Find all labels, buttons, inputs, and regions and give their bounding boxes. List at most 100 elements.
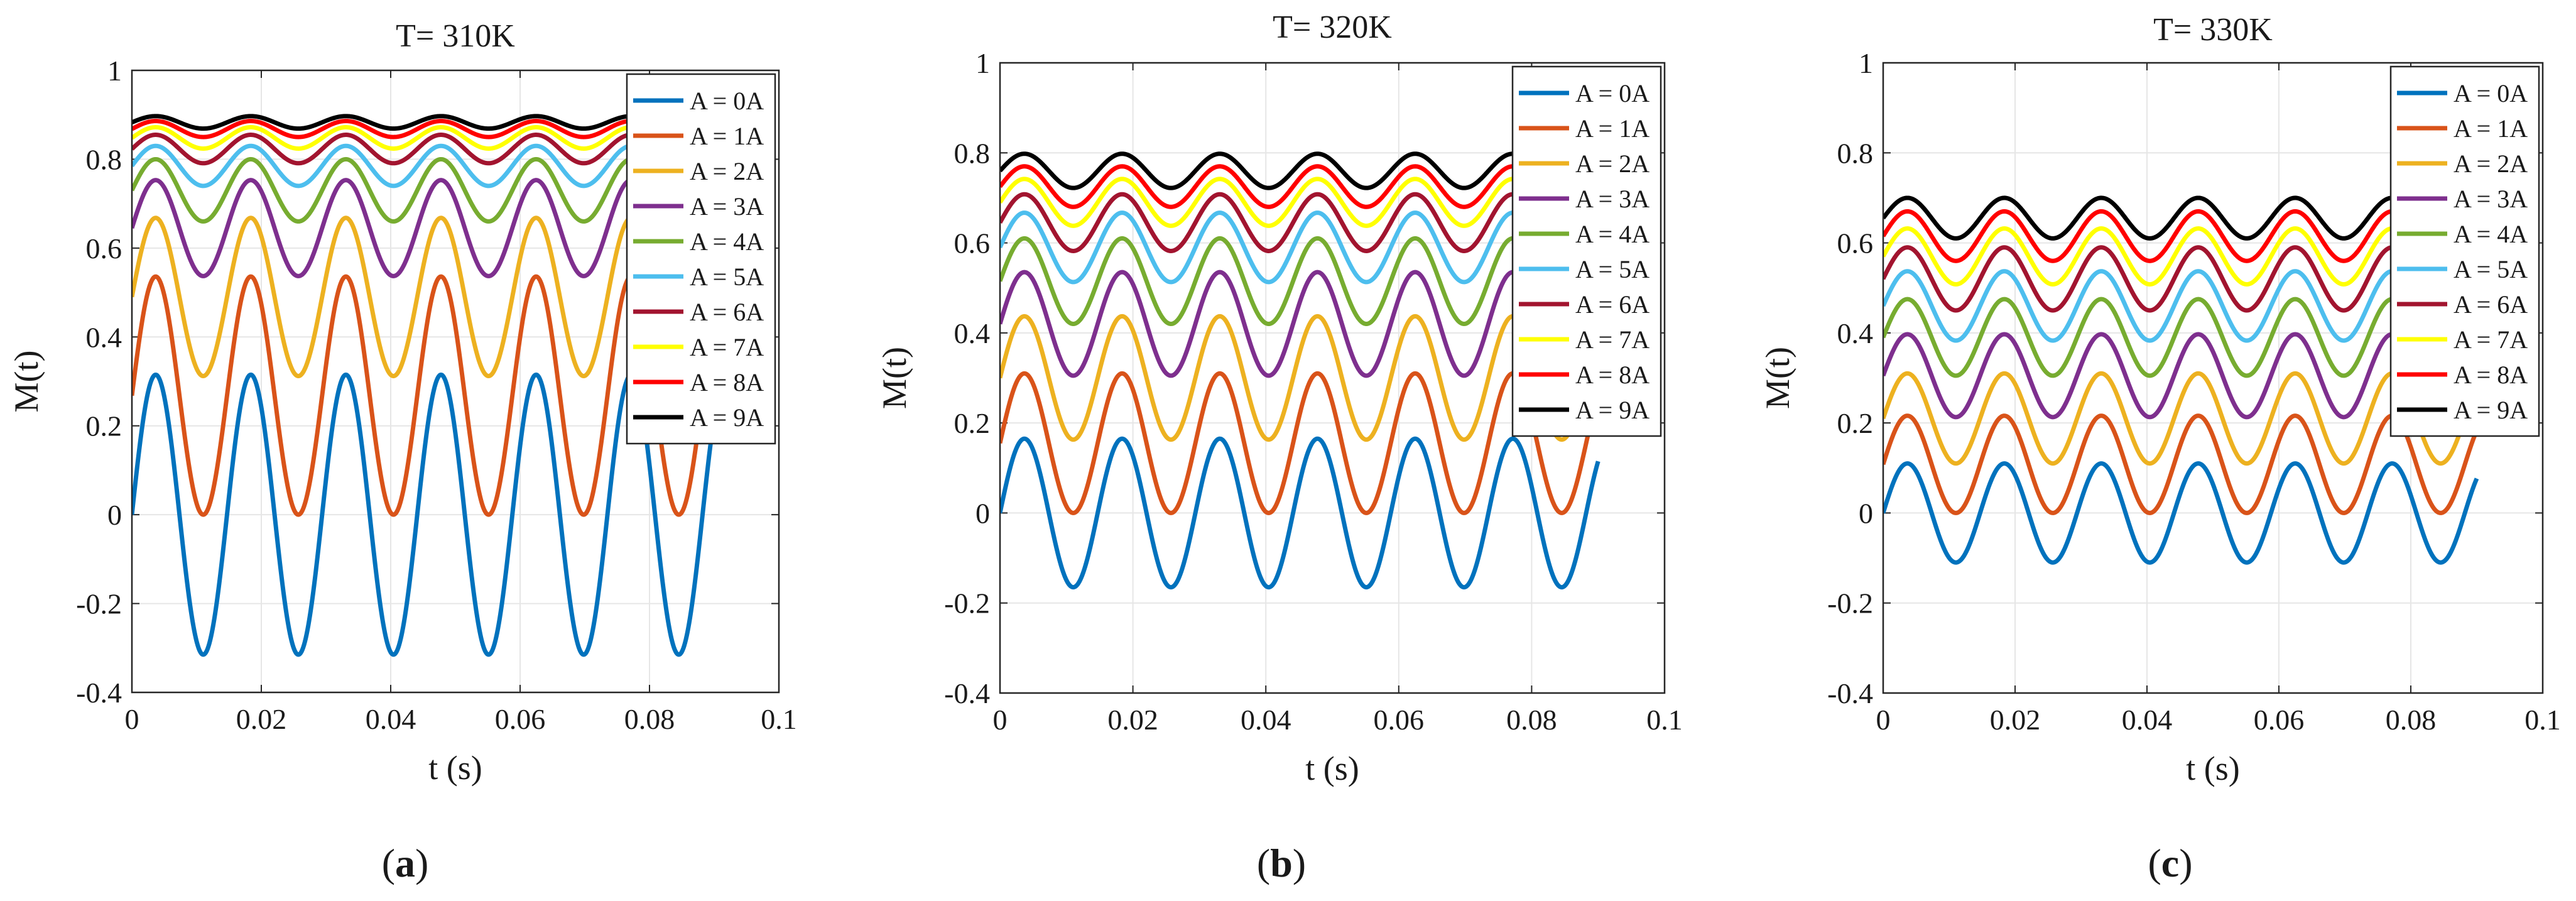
caption-open: ( xyxy=(1257,841,1270,885)
legend-label: A = 1A xyxy=(690,122,764,150)
series-line-4 xyxy=(1883,297,2479,378)
legend-label: A = 1A xyxy=(2454,114,2528,143)
chart-panel-1: 0 0.02 0.04 0.06 0.08 0.1 -0.4 -0.2 0 0.2 0.4 0.6 0.… xyxy=(8,18,797,787)
x-tick-label: 0.08 xyxy=(1506,704,1557,736)
y-tick-label: -0.2 xyxy=(76,588,122,620)
chart-title: T= 320K xyxy=(1273,9,1392,45)
legend-label: A = 2A xyxy=(690,157,764,185)
series-line-7 xyxy=(132,125,716,151)
series-line-6 xyxy=(132,133,716,166)
panel-caption: (a) xyxy=(382,841,429,885)
caption-letter: c xyxy=(2161,841,2179,885)
y-tick-label: -0.4 xyxy=(944,677,990,709)
x-tick-label: 0.02 xyxy=(236,703,287,735)
y-tick-label: 0.6 xyxy=(86,232,122,265)
series-line-5 xyxy=(1883,269,2479,343)
x-tick-label: 0.06 xyxy=(495,703,546,735)
series-line-9 xyxy=(132,114,716,131)
legend-label: A = 3A xyxy=(690,192,764,221)
caption-open: ( xyxy=(2148,841,2161,885)
series-line-3 xyxy=(132,178,717,278)
series-line-5 xyxy=(132,143,716,188)
y-tick-label: -0.4 xyxy=(1827,677,1873,709)
y-tick-label: 1 xyxy=(976,47,990,79)
y-tick-label: -0.2 xyxy=(944,587,990,620)
series-line-7 xyxy=(1000,177,1600,228)
series-line-8 xyxy=(1883,209,2479,263)
series-group xyxy=(1883,195,2479,565)
axes-box xyxy=(999,62,1666,694)
legend-label: A = 6A xyxy=(2454,290,2528,319)
x-tick-label: 0 xyxy=(125,703,139,735)
x-tick-label: 0.1 xyxy=(2524,704,2561,736)
x-tick-label: 0.04 xyxy=(2122,704,2173,736)
x-tick-label: 0.02 xyxy=(1990,704,2041,736)
y-tick-label: 0.6 xyxy=(1837,227,1874,259)
legend-label: A = 4A xyxy=(2454,220,2528,248)
series-line-0 xyxy=(1883,461,2479,565)
x-tick-label: 0.02 xyxy=(1107,704,1158,736)
series-line-6 xyxy=(1000,192,1600,253)
series-line-4 xyxy=(1000,236,1600,327)
y-tick-label: 0.2 xyxy=(1837,407,1874,439)
x-tick-label: 0 xyxy=(993,704,1008,736)
legend-label: A = 2A xyxy=(1575,150,1649,178)
series-line-9 xyxy=(1883,195,2479,241)
x-tick-label: 0.08 xyxy=(624,703,675,735)
y-tick-label: 0 xyxy=(107,499,122,531)
legend-label: A = 0A xyxy=(2454,79,2528,107)
y-tick-label: 0.8 xyxy=(86,143,122,175)
caption-close: ) xyxy=(1293,841,1306,885)
legend-label: A = 9A xyxy=(2454,396,2528,424)
legend-label: A = 5A xyxy=(690,263,764,291)
legend-label: A = 2A xyxy=(2454,150,2528,178)
x-tick-label: 0.04 xyxy=(1241,704,1291,736)
legend-label: A = 5A xyxy=(1575,255,1649,283)
series-line-0 xyxy=(1000,436,1600,590)
y-tick-label: 1 xyxy=(1859,47,1873,79)
y-tick-label: 0 xyxy=(976,497,990,529)
x-tick-label: 0.08 xyxy=(2386,704,2437,736)
series-line-7 xyxy=(1883,226,2479,287)
legend: A = 0A A = 1A A = 2A A = 3A A = 4A A = 5A A = … xyxy=(2389,65,2540,437)
y-tick-label: -0.2 xyxy=(1827,587,1873,620)
x-axis-label: t (s) xyxy=(428,749,482,787)
series-group xyxy=(1000,151,1600,590)
x-axis-label: t (s) xyxy=(2186,750,2239,787)
y-tick-label: 0.6 xyxy=(954,227,991,259)
y-tick-label: 1 xyxy=(107,55,122,87)
legend-label: A = 9A xyxy=(690,403,764,432)
legend-label: A = 7A xyxy=(690,333,764,361)
series-line-5 xyxy=(1000,210,1600,285)
series-line-1 xyxy=(132,274,717,517)
legend-label: A = 3A xyxy=(2454,185,2528,213)
series-line-8 xyxy=(1000,164,1600,209)
x-tick-label: 0.06 xyxy=(2254,704,2305,736)
x-tick-label: 0.1 xyxy=(1646,704,1683,736)
series-line-3 xyxy=(1883,332,2479,420)
chart-panel-3: 0 0.02 0.04 0.06 0.08 0.1 -0.4 -0.2 0 0.2 0.4 0.6 0.… xyxy=(1759,12,2561,787)
series-line-1 xyxy=(1000,371,1600,515)
legend-label: A = 5A xyxy=(2454,255,2528,283)
series-line-8 xyxy=(132,119,716,139)
legend-label: A = 7A xyxy=(2454,325,2528,354)
series-line-0 xyxy=(132,372,717,657)
y-tick-label: 0.2 xyxy=(86,410,122,442)
y-tick-label: 0.8 xyxy=(954,137,991,169)
legend-label: A = 6A xyxy=(690,298,764,326)
caption-letter: b xyxy=(1270,841,1293,885)
caption-close: ) xyxy=(415,841,428,885)
caption-close: ) xyxy=(2179,841,2192,885)
series-line-9 xyxy=(1000,151,1600,190)
y-tick-label: 0.4 xyxy=(86,321,122,353)
legend-label: A = 6A xyxy=(1575,290,1649,319)
series-line-2 xyxy=(132,216,717,379)
x-axis-label: t (s) xyxy=(1305,750,1359,787)
series-line-3 xyxy=(1000,270,1600,378)
axes-box xyxy=(1882,62,2544,694)
y-tick-label: 0.2 xyxy=(954,407,991,439)
legend-label: A = 8A xyxy=(690,368,764,396)
series-line-6 xyxy=(1883,245,2479,313)
y-tick-label: 0 xyxy=(1859,497,1873,529)
